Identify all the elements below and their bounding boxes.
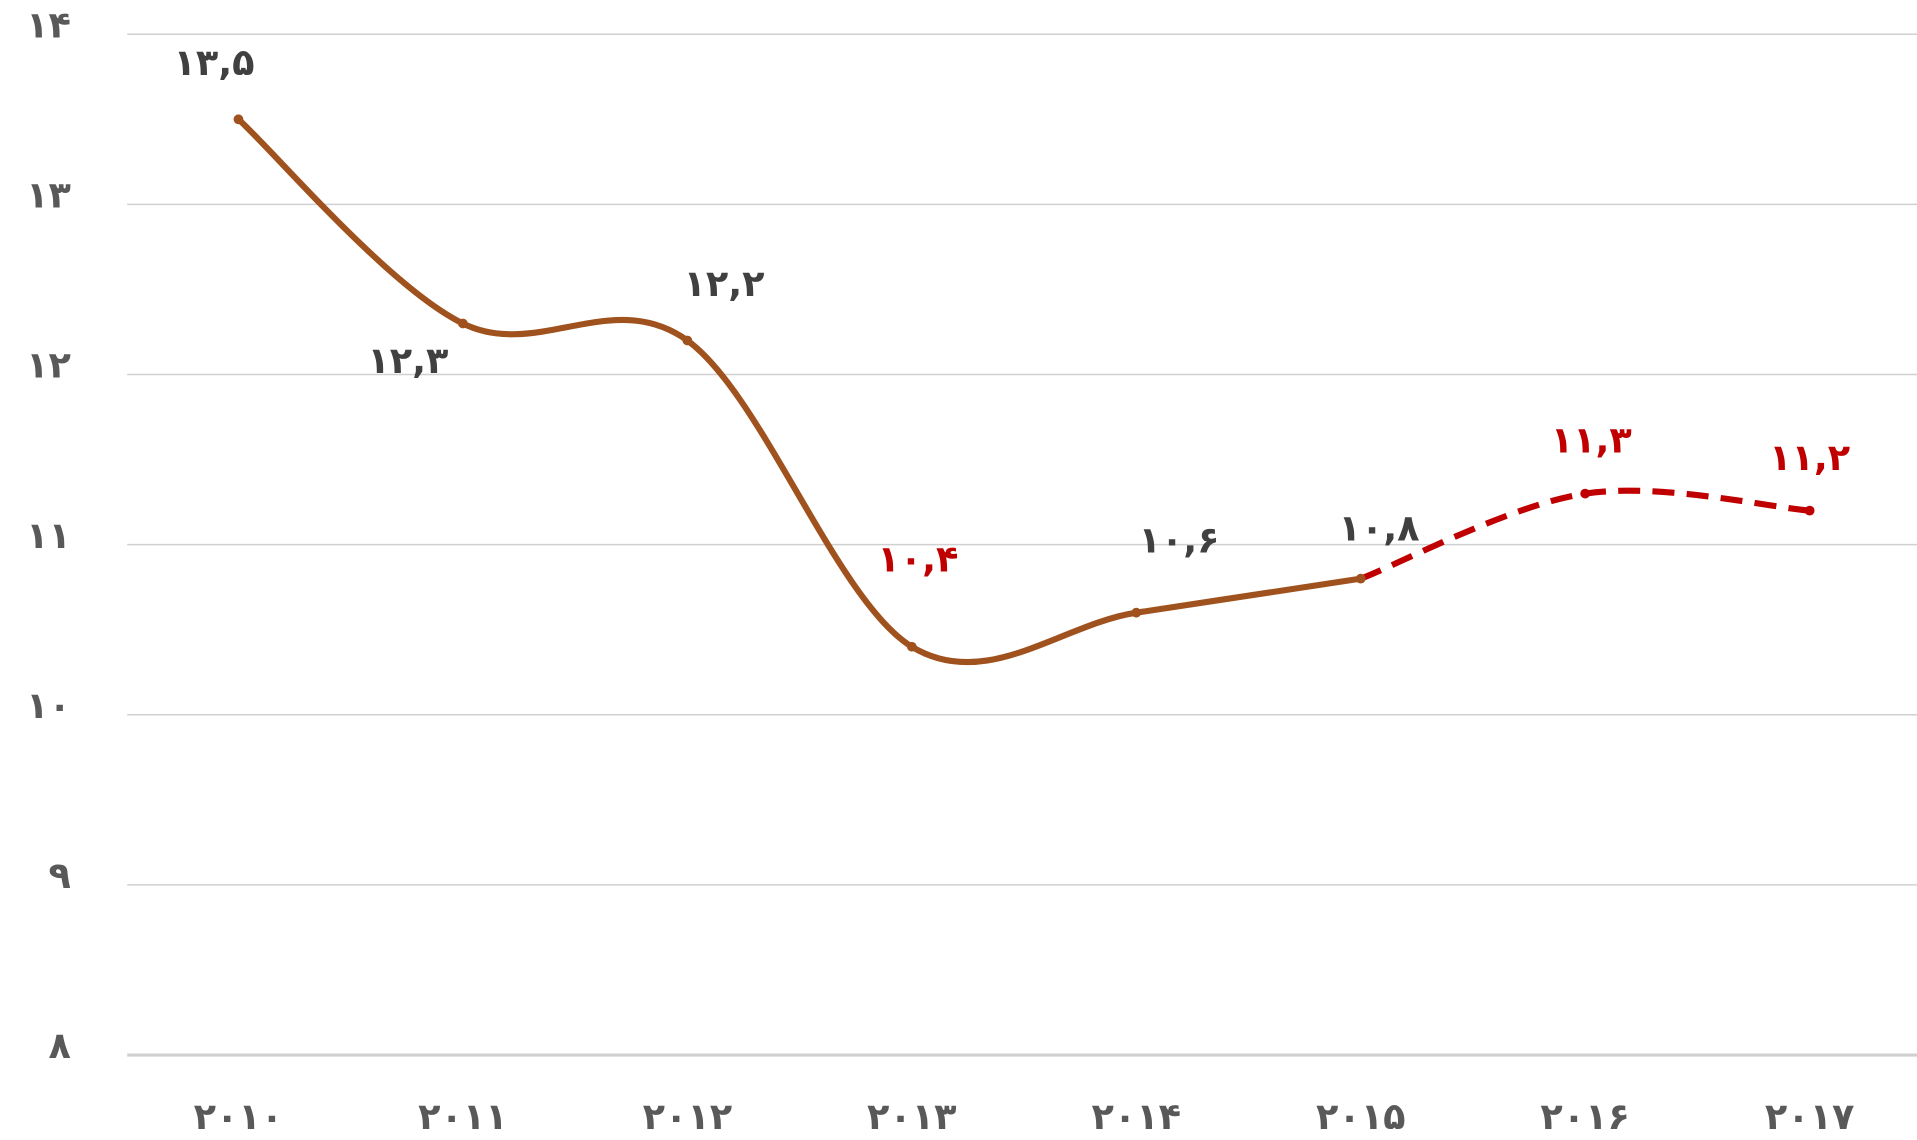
- value-label: ۱۰,۶: [1139, 518, 1220, 561]
- x-tick-label: ۲۰۱۲: [643, 1095, 733, 1138]
- value-label: ۱۲,۳: [367, 339, 448, 382]
- point: [1580, 488, 1591, 499]
- point: [458, 318, 468, 329]
- y-tick-label: ۱۴: [26, 3, 71, 46]
- x-tick-label: ۲۰۱۳: [867, 1095, 957, 1138]
- y-tick-label: ۱۲: [26, 344, 71, 387]
- y-tick-label: ۱۱: [26, 514, 71, 557]
- x-tick-label: ۲۰۱۴: [1092, 1095, 1182, 1138]
- point: [682, 335, 693, 346]
- x-tick-label: ۲۰۱۰: [194, 1095, 283, 1138]
- point: [1355, 573, 1366, 584]
- value-label: ۱۰,۸: [1339, 506, 1420, 549]
- value-label: ۱۱,۲: [1769, 436, 1850, 479]
- y-tick-label: ۸: [49, 1024, 71, 1067]
- value-label: ۱۱,۳: [1551, 419, 1632, 462]
- point: [1804, 505, 1815, 516]
- x-tick-label: ۲۰۱۷: [1765, 1095, 1855, 1138]
- x-tick-label: ۲۰۱۶: [1540, 1095, 1630, 1138]
- y-tick-label: ۱۰: [26, 684, 71, 727]
- y-tick-label: ۱۳: [26, 174, 71, 217]
- value-label: ۱۰,۴: [877, 538, 958, 581]
- x-tick-label: ۲۰۱۱: [418, 1095, 507, 1138]
- x-tick-label: ۲۰۱۵: [1316, 1095, 1406, 1138]
- line: [235, 116, 1364, 666]
- point: [906, 641, 917, 652]
- value-label: ۱۳,۵: [173, 41, 254, 84]
- forecast-line: [1359, 487, 1810, 582]
- y-tick-label: ۹: [49, 854, 71, 897]
- point: [1131, 607, 1142, 618]
- point: [233, 114, 244, 125]
- value-label: ۱۲,۲: [683, 262, 764, 305]
